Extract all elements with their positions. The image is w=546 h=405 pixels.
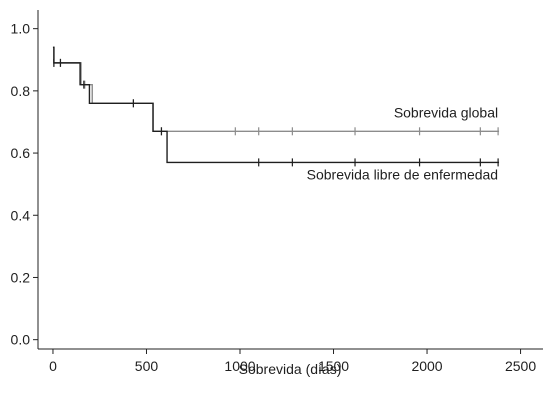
x-tick-label: 500 [135,358,159,374]
y-tick-label: 0.8 [11,83,31,99]
y-tick-label: 0.6 [11,145,31,161]
labels-layer: Sobrevida global Sobrevida libre de enfer… [307,104,498,182]
y-tick-label: 0.4 [11,207,31,223]
x-axis-label: Sobrevida (días) [239,361,342,377]
y-tick-label: 0.2 [11,269,31,285]
x-tick-label: 1500 [318,358,349,374]
axes: 0.0 0.2 0.4 0.6 0.8 1.0 0 500 1000 1500 2000 2500 [11,10,543,374]
x-tick-label: 2500 [505,358,536,374]
y-tick-label: 0.0 [11,332,31,348]
label-sobrevida-libre: Sobrevida libre de enfermedad [307,167,498,183]
x-tick-label: 1000 [224,358,255,374]
x-tick-label: 0 [49,358,57,374]
x-tick-label: 2000 [411,358,442,374]
y-tick-label: 1.0 [11,21,31,37]
label-sobrevida-global: Sobrevida global [394,104,498,120]
series-layer [52,46,500,167]
